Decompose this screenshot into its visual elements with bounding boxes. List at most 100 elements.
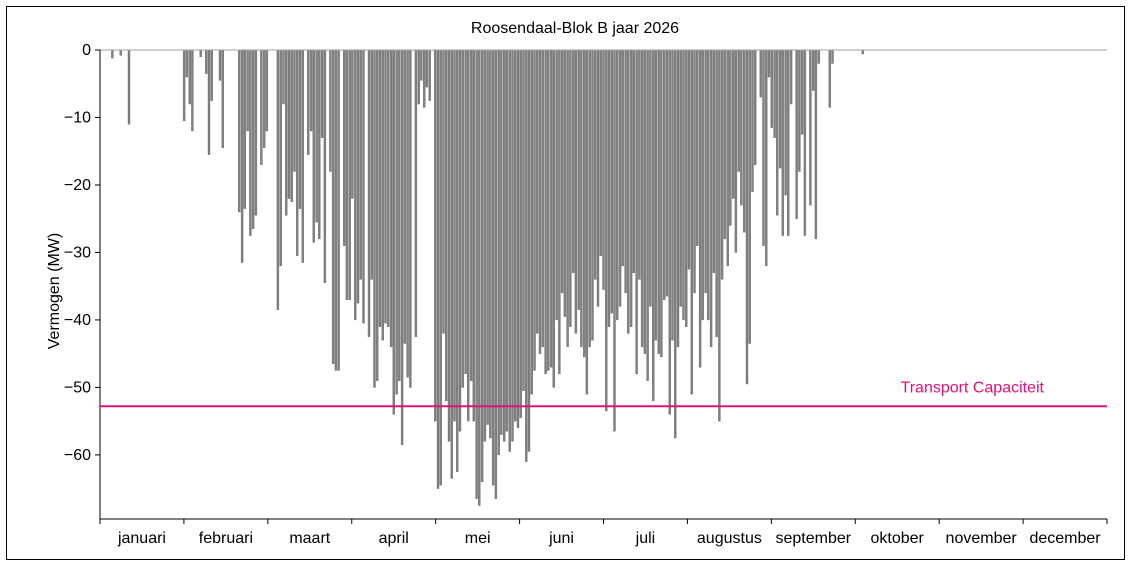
bar-day-144 bbox=[497, 49, 500, 456]
bar-day-217 bbox=[698, 49, 702, 368]
bar-day-75 bbox=[307, 49, 310, 155]
bar-day-68 bbox=[287, 49, 291, 199]
bar-day-218 bbox=[701, 49, 704, 321]
y-axis: 0 −10 −20 −30 −40 −50 −60 bbox=[64, 42, 101, 519]
bar-day-165 bbox=[555, 49, 558, 321]
bar-day-124 bbox=[442, 49, 445, 334]
bar-day-109 bbox=[400, 49, 404, 445]
bar-day-232 bbox=[740, 49, 743, 206]
bar-day-33 bbox=[191, 49, 194, 132]
bar-day-185 bbox=[610, 49, 613, 314]
bar-day-183 bbox=[605, 49, 608, 412]
bar-day-233 bbox=[743, 49, 746, 233]
bar-day-95 bbox=[362, 49, 365, 324]
bar-day-163 bbox=[549, 49, 553, 368]
bar-day-128 bbox=[453, 49, 456, 422]
bar-day-199 bbox=[649, 49, 652, 307]
bar-day-161 bbox=[544, 49, 547, 375]
bar-day-51 bbox=[240, 49, 244, 263]
bar-day-219 bbox=[704, 49, 707, 294]
bar-day-36 bbox=[199, 49, 202, 57]
bar-day-153 bbox=[522, 49, 525, 391]
bar-day-104 bbox=[387, 49, 390, 327]
bar-day-91 bbox=[351, 49, 354, 199]
bar-day-178 bbox=[591, 49, 594, 341]
bar-day-182 bbox=[602, 49, 605, 290]
bar-day-171 bbox=[572, 49, 575, 273]
bar-day-60 bbox=[265, 49, 269, 132]
bar-day-55 bbox=[251, 49, 255, 230]
bar-day-200 bbox=[652, 49, 655, 402]
bar-day-276 bbox=[861, 49, 864, 55]
bar-day-202 bbox=[657, 49, 660, 354]
bar-day-220 bbox=[707, 49, 710, 321]
bar-day-240 bbox=[762, 49, 765, 246]
bar-day-98 bbox=[370, 49, 373, 280]
x-tick-label-september: september bbox=[775, 530, 851, 547]
bar-day-260 bbox=[817, 49, 820, 64]
bar-day-136 bbox=[475, 49, 478, 499]
bar-day-247 bbox=[781, 49, 784, 236]
bar-day-244 bbox=[773, 49, 776, 138]
bar-day-146 bbox=[503, 49, 506, 442]
bar-day-157 bbox=[533, 49, 536, 371]
bar-day-4 bbox=[111, 49, 114, 59]
bar-day-154 bbox=[525, 49, 528, 462]
bar-day-192 bbox=[629, 49, 633, 327]
bar-day-252 bbox=[795, 49, 798, 219]
bar-day-181 bbox=[599, 49, 602, 257]
bar-day-206 bbox=[668, 49, 671, 415]
bar-day-212 bbox=[685, 49, 688, 327]
y-tick-label: −60 bbox=[64, 447, 91, 464]
bar-day-101 bbox=[378, 49, 382, 327]
bar-day-230 bbox=[734, 49, 738, 253]
bar-day-245 bbox=[776, 49, 779, 216]
bar-day-160 bbox=[541, 49, 544, 348]
bar-day-107 bbox=[395, 49, 398, 395]
bar-day-84 bbox=[331, 49, 335, 364]
bar-day-97 bbox=[367, 49, 371, 337]
bar-day-30 bbox=[182, 49, 186, 122]
bar-day-203 bbox=[660, 49, 663, 358]
bar-day-158 bbox=[536, 49, 539, 334]
bar-day-155 bbox=[527, 49, 531, 452]
bar-day-111 bbox=[406, 49, 409, 378]
chart-title: Roosendaal-Blok B jaar 2026 bbox=[471, 20, 679, 37]
bar-day-99 bbox=[373, 49, 376, 388]
bar-day-167 bbox=[560, 49, 564, 294]
y-axis-label: Vermogen (MW) bbox=[46, 233, 63, 349]
bar-day-71 bbox=[296, 49, 299, 257]
bar-day-196 bbox=[640, 49, 644, 348]
bar-day-198 bbox=[646, 49, 649, 381]
bar-day-132 bbox=[464, 49, 467, 375]
y-tick-label: −30 bbox=[64, 244, 91, 261]
bar-day-172 bbox=[574, 49, 578, 334]
bar-day-103 bbox=[384, 49, 387, 324]
bar-day-39 bbox=[207, 49, 211, 155]
bar-day-76 bbox=[309, 49, 313, 132]
bar-day-149 bbox=[511, 49, 514, 442]
bar-day-67 bbox=[285, 49, 288, 216]
bar-day-189 bbox=[621, 49, 624, 267]
bar-day-64 bbox=[276, 49, 280, 310]
bar-day-187 bbox=[616, 49, 619, 321]
bar-day-78 bbox=[315, 49, 318, 223]
bar-day-166 bbox=[558, 49, 561, 375]
bar-day-195 bbox=[638, 49, 641, 280]
bar-series bbox=[100, 49, 1107, 506]
bar-day-88 bbox=[343, 49, 346, 246]
bar-day-53 bbox=[246, 49, 249, 132]
bar-day-147 bbox=[505, 49, 509, 432]
bar-day-214 bbox=[690, 49, 693, 395]
bar-day-83 bbox=[329, 49, 332, 172]
bar-day-205 bbox=[665, 49, 669, 297]
bar-day-122 bbox=[436, 49, 440, 489]
x-tick-label-februari: februari bbox=[199, 530, 253, 547]
x-axis: januari februari maart april mei juni juli augu… bbox=[99, 518, 1108, 547]
bar-day-236 bbox=[751, 49, 754, 192]
bar-day-156 bbox=[530, 49, 533, 395]
bar-day-151 bbox=[516, 49, 520, 429]
y-tick-label: −10 bbox=[64, 109, 91, 126]
bar-day-121 bbox=[434, 49, 437, 422]
bar-day-173 bbox=[577, 49, 580, 310]
